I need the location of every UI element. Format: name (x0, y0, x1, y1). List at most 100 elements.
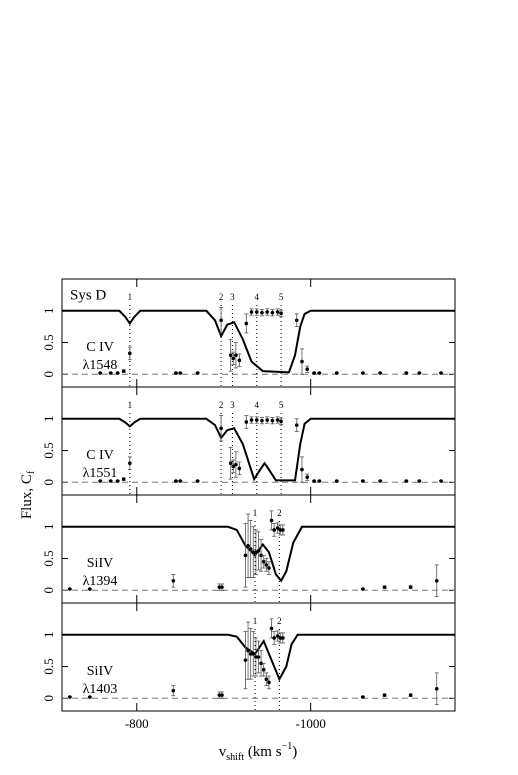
point-dot (68, 695, 72, 699)
y-axis-label: Flux, Cf (19, 470, 37, 519)
point (312, 479, 317, 483)
point-dot (220, 693, 224, 697)
x-label-sup: −1 (282, 741, 293, 752)
component-label: 1 (128, 400, 133, 410)
point (237, 353, 242, 368)
point (127, 346, 132, 361)
point (254, 416, 259, 424)
point-dot (300, 467, 304, 472)
point (254, 308, 259, 316)
point-dot (234, 462, 238, 467)
point-dot (408, 585, 413, 589)
x-tick-label: -1000 (295, 716, 325, 731)
point-dot (275, 526, 280, 530)
point (334, 371, 339, 375)
point-dot (251, 652, 256, 656)
point (108, 371, 113, 375)
point (312, 371, 317, 375)
y-tick-label: 0.5 (41, 442, 56, 458)
point-dot (246, 648, 250, 653)
point-dot (88, 695, 92, 699)
point-dot (439, 371, 443, 375)
line-label: λ1551 (83, 466, 118, 481)
point (98, 371, 103, 375)
point (249, 416, 254, 424)
point-dot (300, 359, 304, 364)
point (98, 479, 103, 483)
panel-frame (61, 602, 456, 712)
point-dot (378, 371, 383, 375)
point (231, 351, 236, 366)
point (237, 461, 242, 476)
line-label: λ1403 (83, 682, 118, 697)
point-dot (278, 636, 283, 640)
point-dot (417, 479, 422, 483)
point (417, 371, 422, 375)
point-dot (108, 479, 113, 483)
y-tick-label: 1 (41, 524, 56, 531)
point (243, 523, 248, 588)
model-line (62, 309, 455, 374)
point (219, 415, 224, 442)
point-dot (219, 426, 223, 431)
point (360, 479, 365, 483)
point-dot (275, 634, 280, 638)
point-dot (334, 371, 339, 375)
point-dot (243, 658, 248, 662)
point-dot (275, 418, 280, 422)
component-label: 1 (253, 616, 258, 626)
point (269, 510, 274, 531)
point (173, 479, 178, 483)
point (228, 446, 233, 480)
point (121, 369, 126, 373)
point-dot (378, 479, 383, 483)
point (360, 371, 365, 375)
component-label: 4 (255, 400, 260, 410)
model-line (62, 633, 455, 682)
point (408, 693, 413, 697)
x-label-main: v (219, 744, 227, 760)
point-dot (270, 310, 275, 315)
point-dot (234, 353, 238, 358)
point (269, 618, 274, 639)
ion-label: C IV (86, 448, 114, 463)
point-dot (121, 369, 126, 373)
point (382, 693, 387, 697)
point-dot (317, 479, 322, 483)
point-dot (305, 475, 309, 480)
point-dot (260, 418, 264, 423)
point (360, 695, 365, 699)
x-label-end: ) (292, 744, 297, 760)
point (195, 479, 200, 483)
point-dot (317, 371, 322, 375)
point-dot (278, 528, 283, 532)
point-dot (98, 371, 103, 375)
point (244, 313, 249, 334)
panel-title: Sys D (70, 287, 106, 303)
point-dot (178, 479, 183, 483)
point (233, 451, 238, 478)
point-dot (361, 479, 365, 483)
point (259, 309, 264, 317)
point (266, 675, 271, 690)
point-dot (251, 550, 256, 554)
component-label: 4 (255, 292, 260, 302)
point-dot (265, 418, 269, 422)
point-dot (439, 479, 443, 483)
y-tick-label: 0 (41, 587, 56, 594)
point (404, 371, 409, 375)
point (360, 587, 365, 591)
y-label-main: Flux, C (19, 474, 35, 519)
y-tick-label: 0 (41, 479, 56, 486)
x-label-sub: shift (226, 752, 244, 763)
y-tick-label: 0.5 (41, 658, 56, 674)
point (248, 520, 253, 578)
point (270, 309, 275, 317)
point (219, 307, 224, 334)
point (259, 417, 264, 425)
point (434, 672, 439, 706)
component-label: 1 (128, 292, 133, 302)
point-dot (237, 358, 242, 363)
point (317, 479, 322, 483)
point-dot (305, 367, 309, 372)
